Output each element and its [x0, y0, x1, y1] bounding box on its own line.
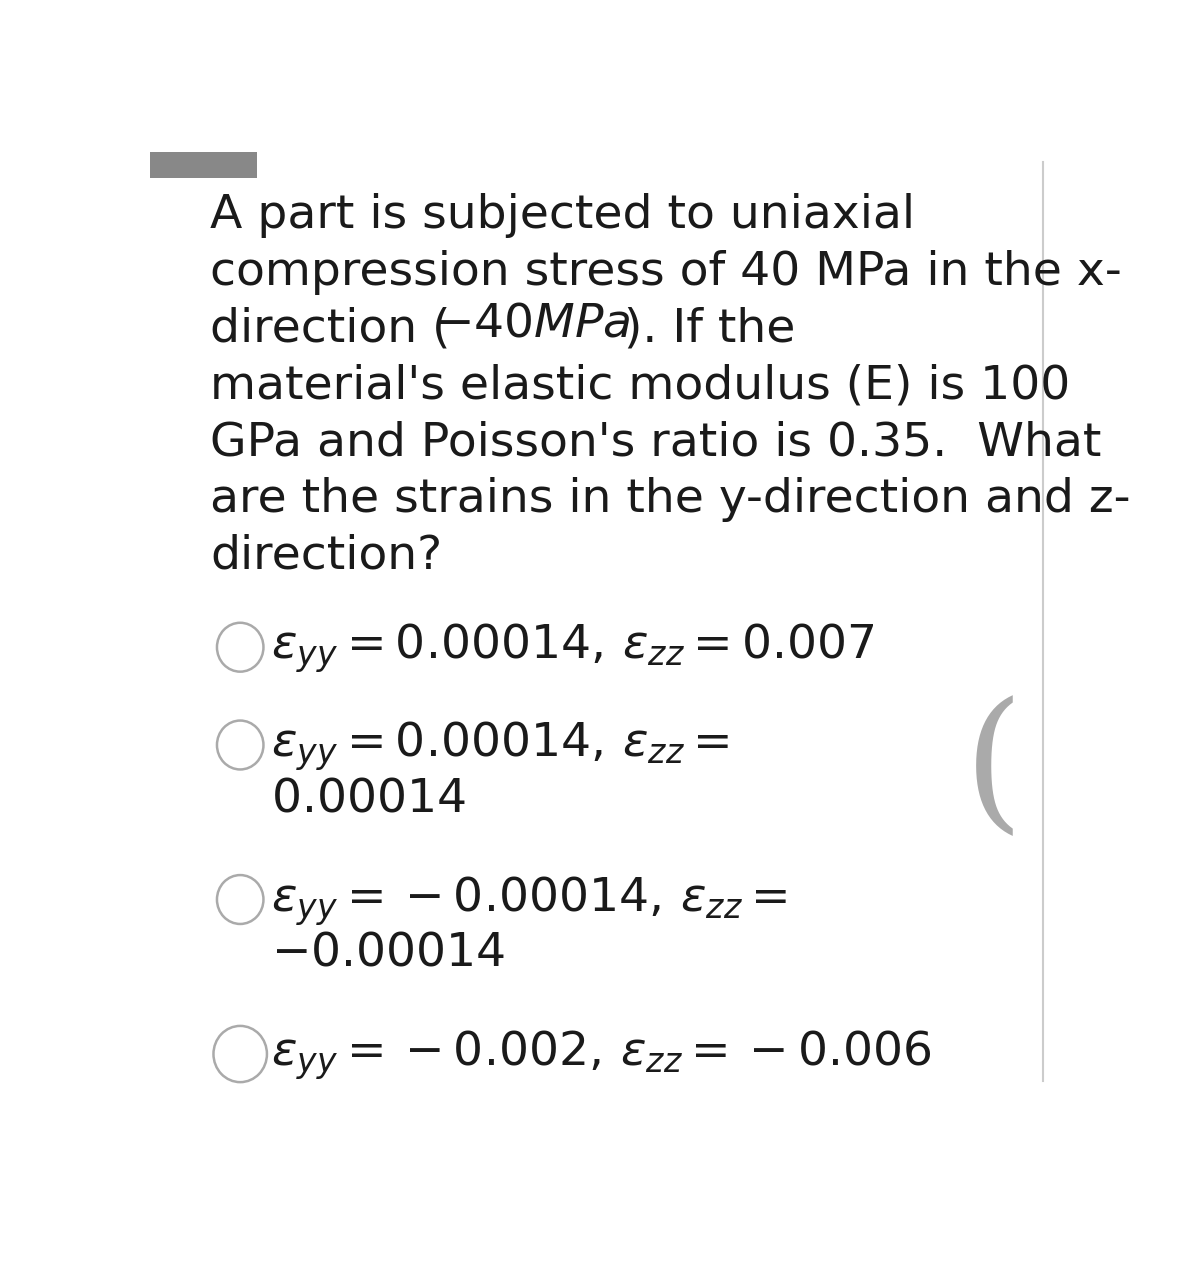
Text: direction (: direction ( [210, 307, 451, 352]
Text: $0.00014$: $0.00014$ [271, 776, 466, 822]
Text: direction?: direction? [210, 533, 443, 579]
Text: $-0.00014$: $-0.00014$ [271, 931, 505, 975]
Text: $\varepsilon_{yy} = -0.00014,\, \varepsilon_{zz} =$: $\varepsilon_{yy} = -0.00014,\, \varepsi… [271, 874, 787, 927]
Bar [150, 152, 257, 178]
Text: ). If the: ). If the [624, 307, 796, 352]
Text: $\varepsilon_{yy} = 0.00014,\, \varepsilon_{zz} = 0.007$: $\varepsilon_{yy} = 0.00014,\, \varepsil… [271, 622, 875, 676]
Text: $\varepsilon_{yy} = 0.00014,\, \varepsilon_{zz} =$: $\varepsilon_{yy} = 0.00014,\, \varepsil… [271, 720, 730, 773]
Text: A part is subjected to uniaxial: A part is subjected to uniaxial [210, 193, 916, 239]
Text: $\varepsilon_{yy} = -0.002,\, \varepsilon_{zz} = -0.006$: $\varepsilon_{yy} = -0.002,\, \varepsilo… [271, 1029, 931, 1082]
Text: are the strains in the y-direction and z-: are the strains in the y-direction and z… [210, 478, 1130, 522]
Text: material's elastic modulus (E) is 100: material's elastic modulus (E) is 100 [210, 363, 1070, 409]
Text: compression stress of 40 MPa in the x-: compression stress of 40 MPa in the x- [210, 250, 1122, 295]
Text: (: ( [964, 695, 1024, 843]
Text: GPa and Poisson's ratio is 0.35.  What: GPa and Poisson's ratio is 0.35. What [210, 420, 1102, 465]
Text: $-40\mathit{MPa}$: $-40\mathit{MPa}$ [433, 301, 630, 345]
